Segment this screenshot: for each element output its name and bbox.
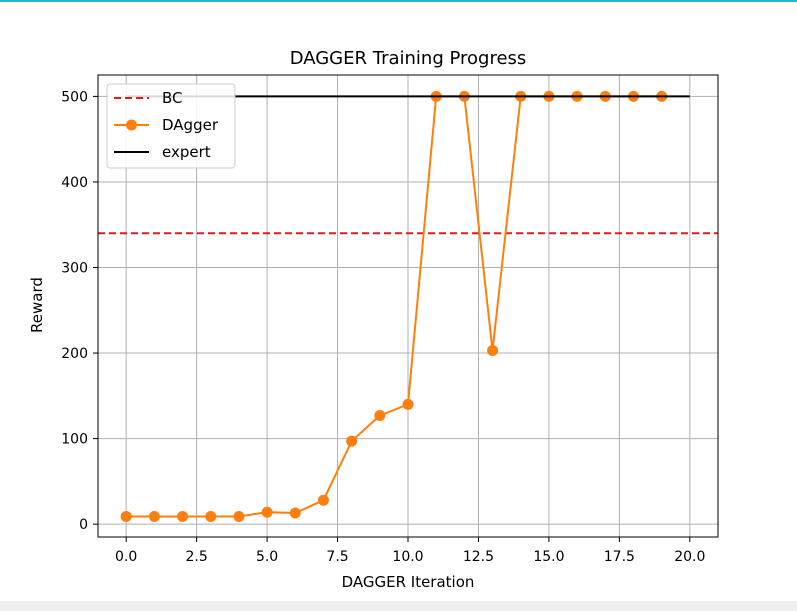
y-tick-label: 200 (61, 346, 88, 362)
x-tick-label: 5.0 (256, 549, 278, 565)
dagger-point (374, 410, 386, 422)
legend-box (106, 83, 236, 169)
x-axis-title: DAGGER Iteration (342, 573, 475, 591)
x-tick-label: 0.0 (115, 549, 137, 565)
x-axis: 0.0 2.5 5.0 7.5 10.0 12.5 15.0 17.5 20.0 (115, 537, 705, 565)
grid (98, 75, 718, 537)
legend-dagger-label: DAgger (162, 116, 219, 134)
legend-dagger-marker (126, 119, 137, 131)
x-tick-label: 2.5 (186, 549, 208, 565)
x-tick-label: 7.5 (326, 549, 348, 565)
dagger-point (289, 507, 301, 519)
x-tick-label: 20.0 (674, 549, 705, 565)
y-tick-label: 400 (61, 175, 88, 191)
x-tick-label: 17.5 (604, 549, 635, 565)
top-accent-bar (0, 0, 797, 2)
dagger-point (487, 344, 499, 356)
y-tick-label: 0 (79, 517, 88, 533)
legend-expert-label: expert (162, 143, 211, 161)
dagger-point (261, 506, 273, 518)
chart-title: DAGGER Training Progress (290, 48, 527, 69)
y-tick-label: 300 (61, 261, 88, 277)
dagger-point (233, 510, 245, 522)
x-tick-label: 10.0 (392, 549, 423, 565)
dagger-point (120, 510, 132, 522)
dagger-point (205, 510, 217, 522)
dagger-point (402, 398, 414, 410)
legend: BC DAgger expert (106, 83, 236, 169)
bottom-strip (0, 601, 797, 611)
legend-bc-label: BC (162, 89, 183, 107)
dagger-point (148, 510, 160, 522)
dagger-point (177, 510, 189, 522)
y-tick-label: 100 (61, 432, 88, 448)
y-axis: 0 100 200 300 400 500 (61, 89, 98, 533)
dagger-point (317, 494, 329, 506)
dagger-point (346, 435, 358, 447)
y-tick-label: 500 (61, 89, 88, 105)
x-tick-label: 12.5 (463, 549, 494, 565)
x-tick-label: 15.0 (533, 549, 564, 565)
y-axis-title: Reward (28, 277, 46, 333)
